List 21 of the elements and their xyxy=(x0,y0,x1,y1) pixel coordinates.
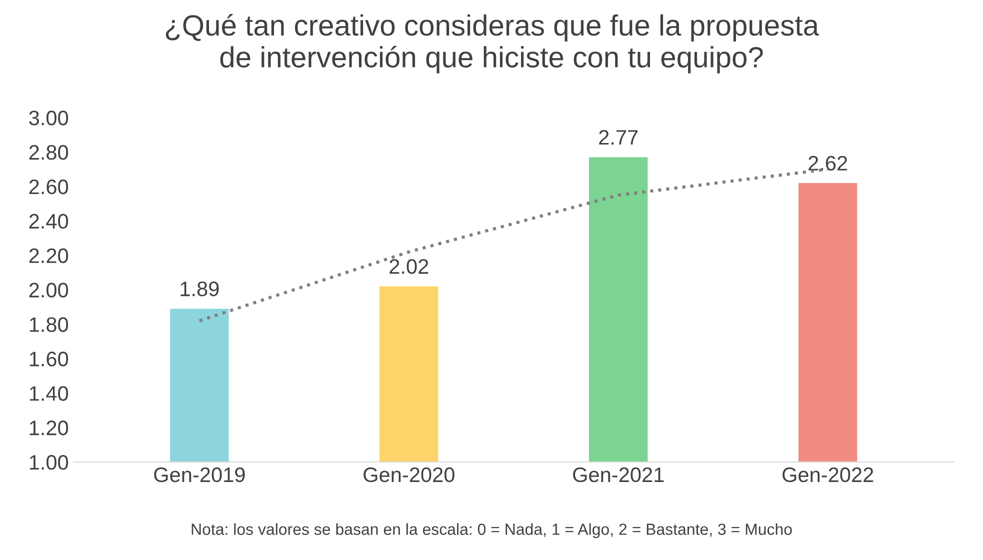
x-tick-label: Gen-2019 xyxy=(154,467,245,482)
data-label: 2.77 xyxy=(599,130,638,145)
y-tick-label: 1.80 xyxy=(30,317,68,332)
y-tick-label: 2.00 xyxy=(29,282,68,298)
x-tick-label: Gen-2020 xyxy=(364,467,454,482)
text: Nota: los valores se basan en la escala: 0 = Nada, 1 = Algo, 2 = Bastante, 3 = Mucho xyxy=(192,523,792,538)
y-tick-label: 2.20 xyxy=(29,248,68,264)
data-label: 2.62 xyxy=(808,156,848,171)
x-tick-label: Gen-2022 xyxy=(782,467,874,482)
data-label: 2.02 xyxy=(390,259,428,274)
data-label: 1.89 xyxy=(180,282,219,296)
y-tick-label: 3.00 xyxy=(29,110,68,126)
x-tick-label: Gen-2021 xyxy=(573,467,664,482)
y-tick-label: 1.20 xyxy=(30,420,68,436)
y-tick-label: 1.00 xyxy=(30,455,68,470)
y-tick-label: 2.80 xyxy=(29,145,68,160)
y-tick-label: 1.60 xyxy=(30,352,68,366)
y-tick-label: 1.40 xyxy=(30,386,68,401)
y-tick-label: 2.60 xyxy=(29,179,68,194)
y-tick-label: 2.40 xyxy=(29,214,68,229)
chart-title: ¿Qué tan creativo consideras que fue la propuesta de intervención que hiciste con tu equipo? xyxy=(166,14,820,74)
